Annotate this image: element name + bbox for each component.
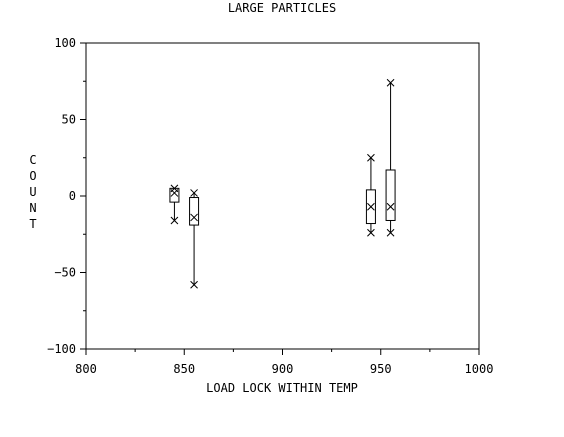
x-tick-label: 850: [173, 362, 195, 376]
x-marker-stroke: [190, 213, 198, 222]
x-marker-stroke: [367, 153, 375, 162]
x-marker: [170, 189, 179, 197]
x-marker-stroke: [386, 202, 395, 211]
y-axis-label-letter: N: [29, 201, 36, 215]
x-marker-stroke: [386, 78, 395, 87]
y-tick-label: −50: [54, 266, 76, 280]
box-iqr: [365, 189, 376, 225]
x-axis-label: LOAD LOCK WITHIN TEMP: [206, 381, 358, 395]
y-axis: −100 −50 0 50 100: [47, 36, 86, 356]
x-marker: [190, 213, 198, 222]
x-marker-stroke: [367, 228, 375, 237]
box-iqr: [189, 197, 200, 226]
x-marker-stroke: [170, 189, 179, 197]
y-axis-label-letter: C: [29, 153, 36, 167]
box-group: [365, 153, 376, 237]
x-marker: [367, 153, 375, 162]
x-marker: [386, 228, 395, 237]
plot-frame: [85, 42, 480, 350]
y-axis-label-letter: T: [29, 217, 36, 231]
x-marker: [170, 216, 179, 225]
x-tick-label: 900: [272, 362, 294, 376]
x-marker-stroke: [190, 280, 198, 289]
box-plot-series: [169, 78, 396, 289]
box-group: [169, 184, 180, 225]
box-iqr: [385, 169, 396, 221]
x-marker: [367, 228, 375, 237]
x-axis: 800 850 900 950 1000: [75, 349, 493, 376]
x-marker-stroke: [367, 202, 375, 211]
y-tick-label: 0: [69, 189, 76, 203]
x-marker: [367, 202, 375, 211]
x-tick-label: 950: [370, 362, 392, 376]
y-axis-label-letter: U: [29, 185, 36, 199]
y-tick-label: 50: [62, 113, 76, 127]
box-group: [385, 78, 396, 237]
y-tick-label: 100: [54, 36, 76, 50]
y-tick-label: −100: [47, 342, 76, 356]
x-tick-label: 1000: [465, 362, 494, 376]
x-marker-stroke: [190, 189, 198, 197]
x-marker-stroke: [170, 216, 179, 225]
x-tick-label: 800: [75, 362, 97, 376]
x-marker: [190, 189, 198, 197]
box-group: [189, 189, 200, 289]
x-marker: [190, 280, 198, 289]
x-marker: [386, 78, 395, 87]
x-marker-stroke: [386, 228, 395, 237]
x-marker: [386, 202, 395, 211]
chart-title: LARGE PARTICLES: [228, 1, 336, 15]
y-axis-label-letter: O: [29, 169, 36, 183]
